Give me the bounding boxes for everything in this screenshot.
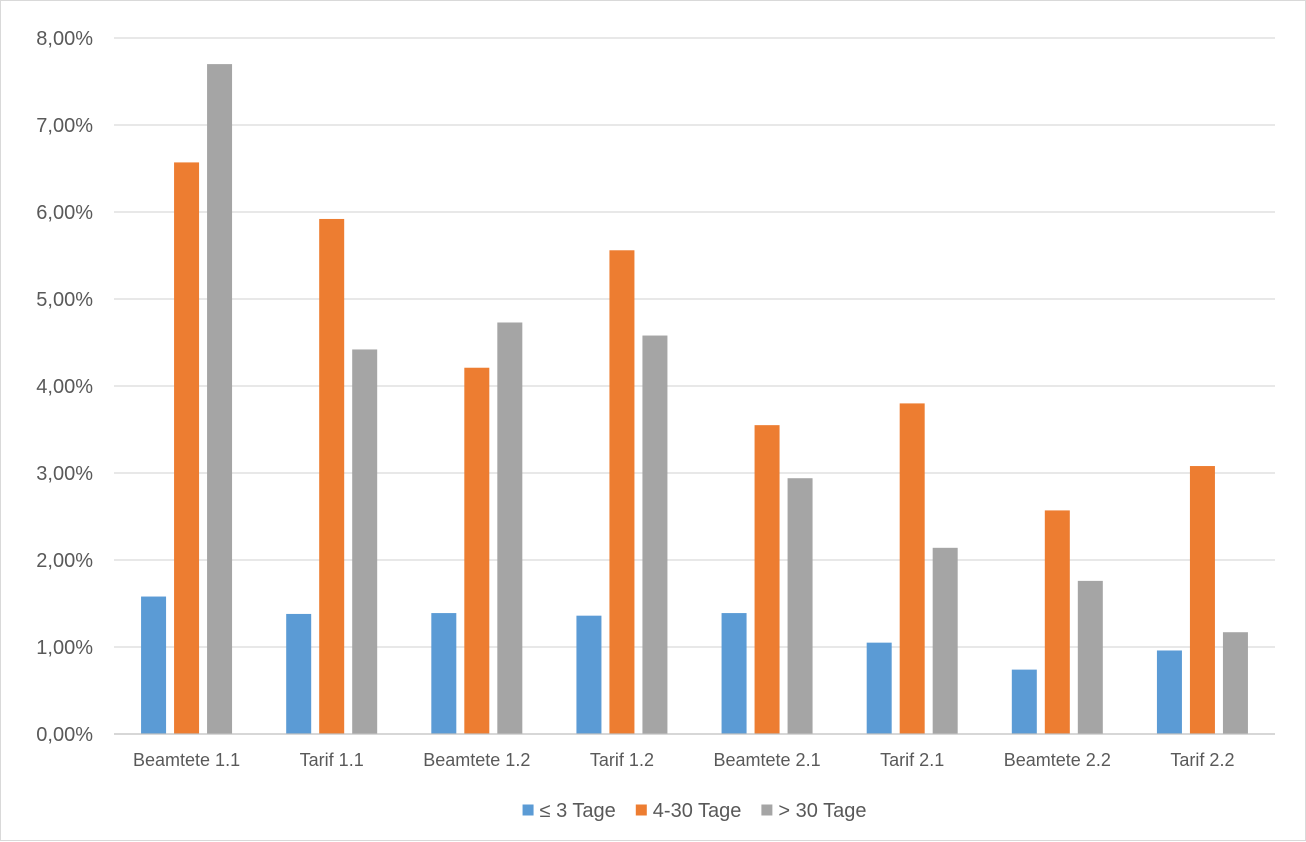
- legend-item: 4-30 Tage: [635, 800, 742, 822]
- x-category-label: Beamtete 2.2: [1004, 750, 1111, 770]
- legend-item: > 30 Tage: [761, 800, 866, 822]
- legend-swatch: [761, 804, 773, 816]
- bar-5-2: [932, 547, 958, 734]
- bar-5-0: [866, 642, 892, 734]
- bar-1-1: [319, 218, 345, 734]
- x-category-label: Tarif 1.1: [300, 750, 364, 770]
- x-category-label: Tarif 1.2: [590, 750, 654, 770]
- bar-0-1: [174, 162, 200, 734]
- bar-0-2: [207, 64, 233, 735]
- x-axis-category-labels: Beamtete 1.1 Tarif 1.1 Beamtete 1.2 Tarif 1…: [133, 750, 1234, 770]
- x-category-label: Tarif 2.1: [880, 750, 944, 770]
- bar-1-0: [286, 613, 312, 734]
- bar-3-1: [609, 250, 635, 734]
- bar-7-0: [1156, 650, 1182, 734]
- legend-label: > 30 Tage: [778, 800, 866, 822]
- bar-3-2: [642, 335, 668, 734]
- legend-swatch: [635, 804, 647, 816]
- y-tick-label: 0,00%: [36, 724, 93, 746]
- bar-1-2: [352, 349, 378, 734]
- bar-3-0: [576, 615, 602, 734]
- bars: [141, 64, 1248, 735]
- legend-item: ≤ 3 Tage: [522, 800, 616, 822]
- bar-0-0: [141, 596, 167, 734]
- y-tick-label: 7,00%: [36, 115, 93, 137]
- bar-6-2: [1077, 580, 1103, 734]
- y-tick-label: 2,00%: [36, 550, 93, 572]
- y-tick-label: 3,00%: [36, 463, 93, 485]
- bar-7-1: [1189, 466, 1215, 734]
- x-category-label: Beamtete 1.1: [133, 750, 240, 770]
- legend-swatch: [522, 804, 534, 816]
- bar-2-0: [431, 613, 457, 734]
- bar-7-2: [1222, 632, 1248, 734]
- bar-6-0: [1011, 669, 1037, 734]
- x-category-label: Beamtete 1.2: [423, 750, 530, 770]
- y-tick-label: 4,00%: [36, 376, 93, 398]
- gridlines: [114, 37, 1275, 648]
- y-tick-label: 6,00%: [36, 202, 93, 224]
- x-category-label: Beamtete 2.1: [714, 750, 821, 770]
- bar-6-1: [1044, 510, 1070, 734]
- legend: ≤ 3 Tage 4-30 Tage > 30 Tage: [522, 800, 866, 822]
- bar-5-1: [899, 403, 925, 734]
- bar-4-0: [721, 613, 747, 734]
- x-category-label: Tarif 2.2: [1170, 750, 1234, 770]
- legend-label: 4-30 Tage: [653, 800, 742, 822]
- y-tick-label: 8,00%: [36, 28, 93, 50]
- bar-2-1: [464, 367, 490, 734]
- y-tick-label: 1,00%: [36, 637, 93, 659]
- bar-4-1: [754, 425, 780, 734]
- bar-4-2: [787, 478, 813, 734]
- bar-2-2: [497, 322, 523, 734]
- y-tick-label: 5,00%: [36, 289, 93, 311]
- legend-label: ≤ 3 Tage: [540, 800, 616, 822]
- y-axis-tick-labels: 0,00% 1,00% 2,00% 3,00% 4,00% 5,00% 6,00% 7,00%…: [36, 28, 93, 746]
